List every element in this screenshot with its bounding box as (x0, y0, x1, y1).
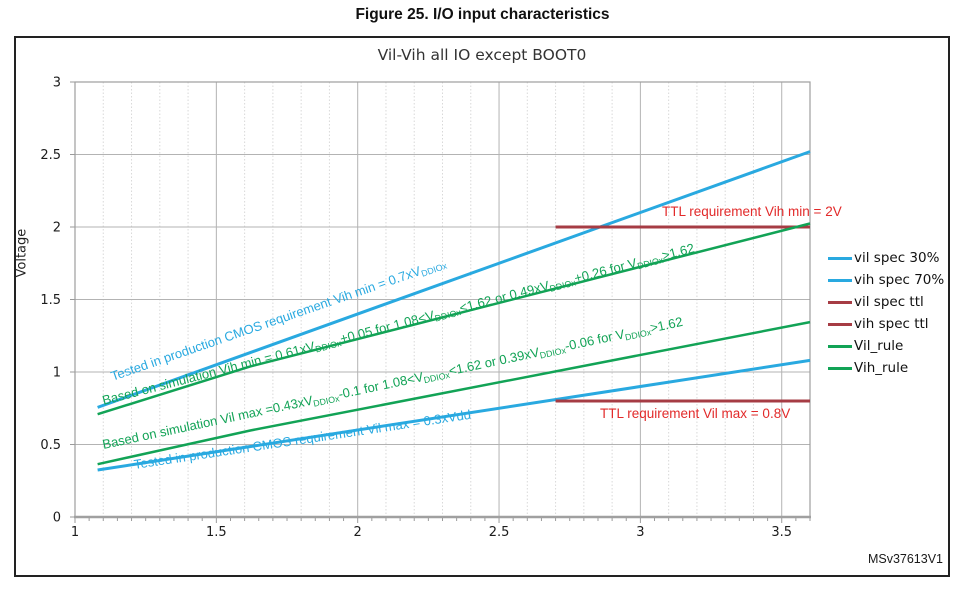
annotation-subscript: DDIOx (433, 307, 462, 324)
legend-label: Vil_rule (854, 338, 904, 354)
annotation-text: TTL requirement Vil max = 0.8V (600, 406, 791, 421)
legend-label: Vih_rule (854, 360, 909, 376)
x-tick-label: 1 (71, 525, 79, 540)
annotation-subscript: DDIOx (422, 369, 451, 386)
annotation-subscript: DDIOx (636, 254, 665, 272)
legend-line-swatch (828, 344, 852, 348)
series-vih-rule (97, 222, 811, 416)
x-tick-label: 3.5 (771, 525, 792, 540)
chart-title: Vil-Vih all IO except BOOT0 (377, 46, 587, 64)
legend-item: Vih_rule (828, 357, 944, 379)
y-tick-label: 1.5 (40, 293, 61, 308)
annotation-subscript: DDIOx (624, 327, 653, 343)
legend-item: vih spec ttl (828, 313, 944, 335)
annotation-ttl-vih: TTL requirement Vih min = 2V (662, 203, 842, 220)
legend-line-swatch (828, 300, 852, 304)
legend-item: vih spec 70% (828, 269, 944, 291)
x-tick-label: 3 (636, 525, 644, 540)
x-tick-label: 2 (354, 525, 362, 540)
annotation-subscript: DDIOx (312, 393, 341, 409)
y-tick-label: 0 (53, 511, 61, 526)
y-tick-label: 2.5 (40, 148, 61, 163)
annotation-subscript: DDIOx (548, 277, 577, 294)
y-tick-label: 1 (53, 366, 61, 381)
legend-line-swatch (828, 256, 852, 260)
legend-label: vih spec 70% (854, 272, 945, 288)
legend-label: vil spec 30% (854, 250, 940, 266)
chart-legend: vil spec 30% vih spec 70% vil spec ttl vih … (828, 247, 944, 379)
legend-item: vil spec ttl (828, 291, 944, 313)
legend-line-swatch (828, 322, 852, 326)
annotation-text: TTL requirement Vih min = 2V (662, 204, 842, 219)
annotation-subscript: DDIOx (314, 338, 343, 355)
annotation-ttl-vil: TTL requirement Vil max = 0.8V (600, 405, 790, 422)
legend-label: vih spec ttl (854, 316, 929, 332)
x-tick-label: 2.5 (489, 525, 510, 540)
legend-item: vil spec 30% (828, 247, 944, 269)
series-vil-rule (97, 320, 811, 466)
legend-line-swatch (828, 366, 852, 370)
y-tick-label: 0.5 (40, 438, 61, 453)
figure-title: Figure 25. I/O input characteristics (355, 6, 610, 23)
x-tick-label: 1.5 (206, 525, 227, 540)
series-vil-spec-30- (97, 358, 811, 472)
legend-label: vil spec ttl (854, 294, 924, 310)
y-tick-label: 3 (53, 76, 61, 91)
annotation-subscript: DDIOx (538, 345, 567, 361)
legend-line-swatch (828, 278, 852, 282)
legend-item: Vil_rule (828, 335, 944, 357)
watermark: MSv37613V1 (867, 552, 943, 566)
series-vih-spec-70- (97, 150, 811, 409)
y-tick-label: 2 (53, 221, 61, 236)
